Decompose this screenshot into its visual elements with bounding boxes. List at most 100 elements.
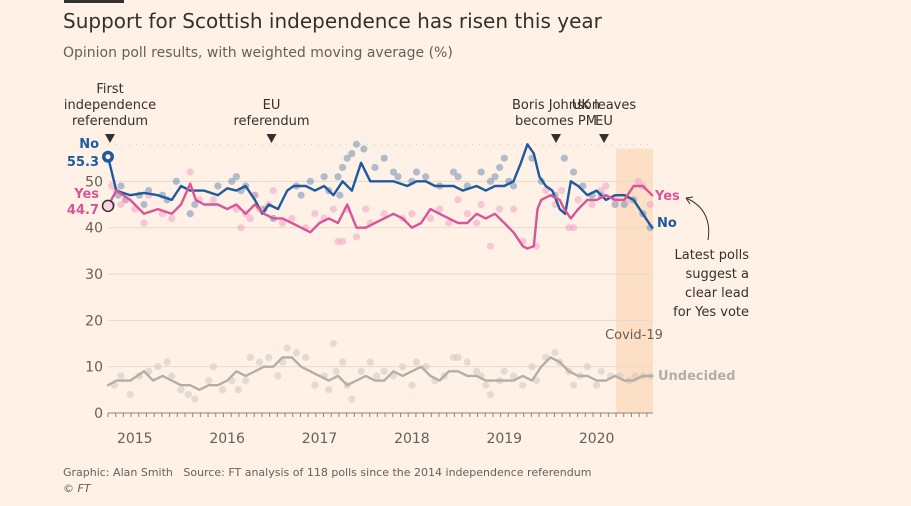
- poll-point-no: [348, 149, 356, 158]
- poll-point-no: [228, 177, 236, 185]
- annotation-text: for Yes vote: [673, 305, 749, 320]
- poll-point-no: [389, 168, 398, 176]
- poll-point-yes: [557, 187, 566, 195]
- poll-point-no: [352, 140, 361, 148]
- start-value-no: 55.3: [67, 155, 99, 170]
- annotation-arrow: [685, 197, 710, 241]
- event-arrow: [551, 134, 562, 143]
- event-label: referendum: [72, 114, 148, 129]
- poll-point-yes: [288, 214, 296, 222]
- poll-point-undecided: [191, 395, 199, 403]
- poll-point-undecided: [472, 367, 481, 375]
- poll-point-yes: [463, 210, 471, 218]
- start-label-no: No: [79, 137, 99, 152]
- y-tick-label: 50: [85, 174, 103, 190]
- poll-point-undecided: [168, 372, 176, 380]
- poll-point-no: [232, 173, 240, 181]
- poll-point-yes: [477, 200, 485, 209]
- event-label: First: [96, 82, 123, 97]
- poll-point-yes: [496, 205, 504, 213]
- footer-source: Source: FT analysis of 118 polls since t…: [183, 466, 592, 479]
- poll-point-undecided: [412, 358, 421, 366]
- poll-point-undecided: [380, 367, 388, 375]
- poll-point-no: [191, 200, 199, 209]
- poll-point-undecided: [184, 390, 192, 399]
- poll-point-no: [380, 154, 388, 162]
- poll-point-undecided: [373, 372, 381, 380]
- poll-point-no: [186, 210, 194, 218]
- poll-point-no: [320, 173, 328, 181]
- poll-point-yes: [339, 237, 347, 246]
- poll-point-undecided: [209, 363, 217, 371]
- x-tick-label: 2015: [117, 431, 153, 447]
- poll-point-undecided: [597, 367, 605, 375]
- series-line-no: [106, 143, 654, 229]
- poll-point-undecided: [593, 381, 601, 389]
- poll-point-undecided: [265, 353, 273, 361]
- poll-point-no: [297, 191, 305, 199]
- labels-layer: No55.3Yes44.7YesNoUndecidedFirstindepend…: [64, 82, 749, 384]
- poll-point-undecided: [255, 358, 264, 366]
- poll-point-yes: [311, 210, 319, 218]
- poll-points-layer: [108, 140, 654, 403]
- event-arrow: [599, 134, 610, 143]
- footer-graphic-credit: Graphic: Alan Smith: [63, 466, 173, 479]
- poll-point-yes: [209, 196, 217, 204]
- y-tick-label: 40: [85, 221, 103, 237]
- annotation-text: suggest a: [686, 267, 749, 282]
- poll-point-undecided: [205, 376, 213, 385]
- poll-point-yes: [634, 177, 642, 185]
- poll-point-undecided: [551, 349, 559, 357]
- poll-point-yes: [380, 210, 388, 218]
- event-label: independence: [64, 98, 156, 113]
- poll-point-undecided: [509, 372, 518, 380]
- poll-point-yes: [509, 205, 518, 213]
- poll-point-yes: [574, 196, 582, 204]
- poll-point-no: [343, 154, 351, 162]
- end-label-no: No: [657, 216, 677, 231]
- poll-point-undecided: [339, 358, 347, 366]
- event-arrow: [266, 134, 277, 143]
- event-label: UK leaves: [572, 98, 636, 113]
- poll-point-yes: [426, 214, 434, 222]
- poll-point-undecided: [486, 390, 495, 399]
- poll-point-undecided: [311, 381, 319, 389]
- poll-point-no: [620, 200, 628, 209]
- poll-point-undecided: [154, 363, 162, 371]
- poll-point-undecided: [463, 358, 471, 366]
- poll-point-no: [172, 177, 180, 185]
- poll-point-no: [496, 163, 504, 172]
- poll-point-no: [560, 154, 568, 162]
- x-tick-label: 2017: [302, 431, 338, 447]
- poll-point-undecided: [357, 367, 365, 375]
- chart-footer: Graphic: Alan Smith Source: FT analysis …: [63, 465, 591, 497]
- poll-point-undecided: [454, 353, 462, 361]
- covid-label: Covid-19: [605, 328, 663, 343]
- event-label: EU: [595, 114, 613, 129]
- poll-point-yes: [454, 196, 462, 204]
- event-arrow: [105, 134, 115, 143]
- poll-point-no: [117, 182, 125, 190]
- poll-point-yes: [117, 200, 125, 209]
- poll-point-yes: [408, 210, 416, 218]
- poll-point-undecided: [242, 376, 250, 385]
- covid-band: [616, 148, 653, 413]
- poll-point-undecided: [399, 363, 407, 371]
- poll-point-undecided: [332, 367, 340, 375]
- poll-point-no: [422, 173, 430, 181]
- poll-point-undecided: [117, 372, 125, 380]
- poll-point-undecided: [366, 358, 374, 366]
- poll-point-no: [336, 191, 344, 199]
- poll-point-undecided: [274, 372, 282, 380]
- annotation-arrowhead: [685, 196, 694, 205]
- event-label: EU: [263, 98, 281, 113]
- y-tick-label: 0: [94, 406, 103, 422]
- covid-band-layer: [616, 148, 653, 413]
- poll-point-yes: [569, 224, 578, 232]
- poll-point-undecided: [283, 344, 291, 352]
- annotation-text: Latest polls: [674, 248, 749, 263]
- poll-point-no: [569, 168, 578, 176]
- poll-point-undecided: [583, 363, 592, 371]
- y-tick-label: 20: [85, 313, 103, 329]
- poll-point-yes: [486, 242, 495, 250]
